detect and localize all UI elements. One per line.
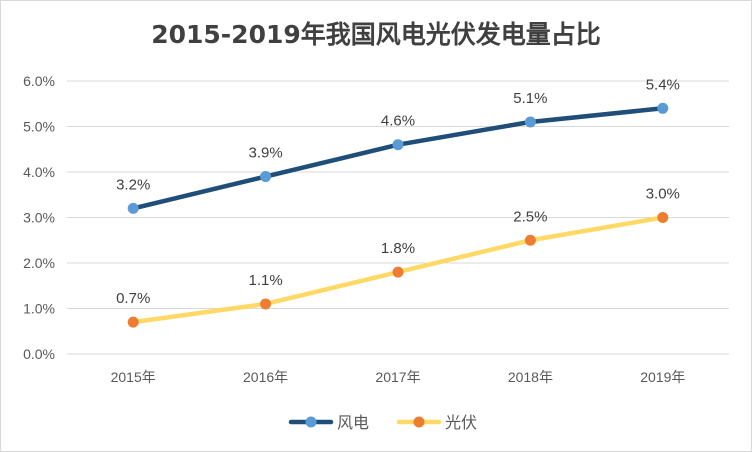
x-tick-label: 2019年 xyxy=(640,369,685,385)
data-label: 3.0% xyxy=(646,186,680,203)
legend-marker xyxy=(305,416,317,428)
data-point xyxy=(127,316,139,328)
data-point xyxy=(657,212,669,223)
x-tick-label: 2017年 xyxy=(375,369,420,385)
legend-marker xyxy=(413,416,425,428)
data-label: 3.2% xyxy=(116,176,150,193)
y-tick-label: 2.0% xyxy=(23,255,55,271)
y-tick-label: 5.0% xyxy=(23,119,55,135)
data-point xyxy=(260,298,272,310)
series-2: 0.7% 1.1% 1.8% 2.5% 3.0% xyxy=(116,186,680,328)
legend-label: 风电 xyxy=(337,414,369,432)
data-label: 5.4% xyxy=(646,76,680,93)
data-point xyxy=(392,266,404,278)
x-tick-label: 2016年 xyxy=(243,369,288,385)
legend-item-1: 风电 xyxy=(288,414,369,432)
data-label: 2.5% xyxy=(513,208,547,225)
data-point xyxy=(260,171,272,183)
data-label: 3.9% xyxy=(248,145,282,162)
x-tick-label: 2015年 xyxy=(111,369,156,385)
data-point xyxy=(524,116,536,128)
x-axis-ticks: 2015年 2016年 2017年 2018年 2019年 xyxy=(111,369,686,385)
data-label: 4.6% xyxy=(381,113,415,130)
y-tick-label: 1.0% xyxy=(23,301,55,317)
legend-item-2: 光伏 xyxy=(396,414,477,432)
data-point xyxy=(524,234,536,246)
data-point xyxy=(127,202,139,214)
y-axis-ticks: 0.0% 1.0% 2.0% 3.0% 4.0% 5.0% 6.0% xyxy=(23,73,55,362)
chart-title: 2015-2019年我国风电光伏发电量占比 xyxy=(151,20,601,49)
legend-label: 光伏 xyxy=(445,414,477,432)
data-label: 1.1% xyxy=(248,272,282,289)
data-point xyxy=(392,139,404,151)
y-tick-label: 3.0% xyxy=(23,210,55,226)
gridlines xyxy=(67,80,729,355)
y-tick-label: 0.0% xyxy=(23,346,55,362)
data-label: 5.1% xyxy=(513,90,547,107)
data-label: 1.8% xyxy=(381,240,415,257)
data-label: 0.7% xyxy=(116,290,150,307)
y-tick-label: 6.0% xyxy=(23,73,55,89)
y-tick-label: 4.0% xyxy=(23,164,55,180)
series-group: 3.2% 3.9% 4.6% 5.1% 5.4% 0.7% 1.1% 1.8% 2.5% 3.0% xyxy=(116,76,680,328)
data-point xyxy=(657,102,669,114)
legend: 风电 光伏 xyxy=(288,414,477,432)
x-tick-label: 2018年 xyxy=(508,369,553,385)
series-1: 3.2% 3.9% 4.6% 5.1% 5.4% xyxy=(116,76,680,214)
